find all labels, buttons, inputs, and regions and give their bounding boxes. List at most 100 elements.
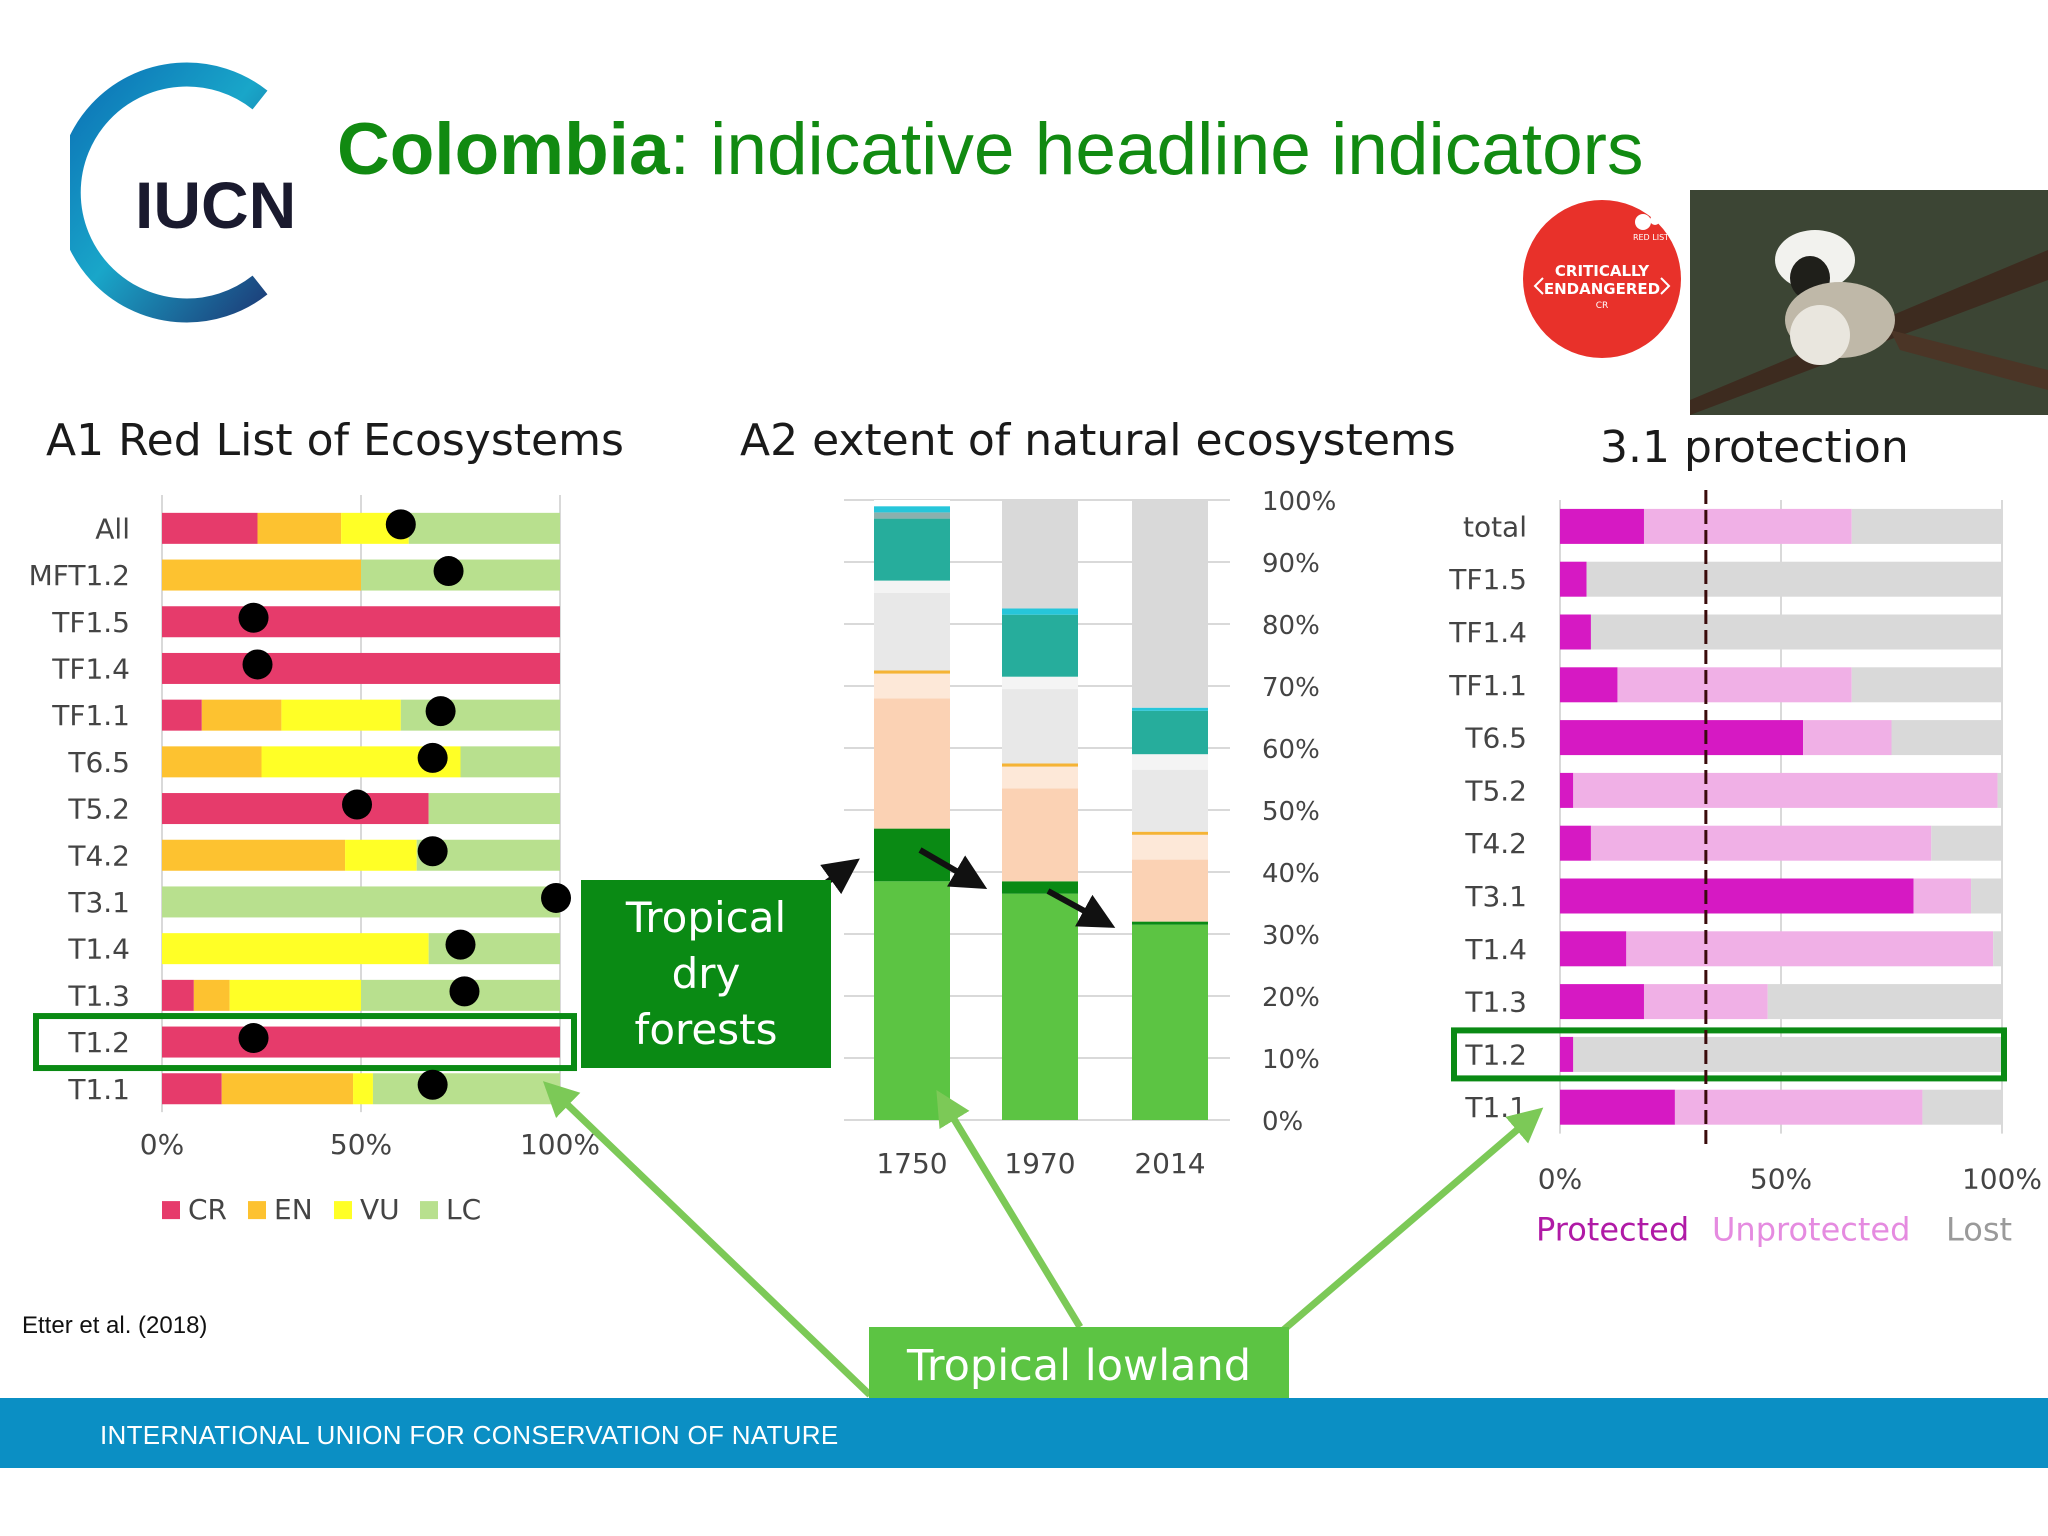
- risk-dot: [541, 882, 572, 913]
- bar-segment-lost: [1586, 561, 2002, 597]
- bar-segment-unprotected: [1573, 772, 1998, 808]
- bar-segment-lost: [1590, 614, 2002, 650]
- x-tick-label: 100%: [520, 1128, 600, 1161]
- category-label: TF1.4: [51, 652, 130, 685]
- iucn-logo: IUCN: [70, 62, 296, 323]
- bar-segment-protected: [1560, 984, 1644, 1020]
- stack-segment: [874, 593, 950, 671]
- x-tick-label: 1970: [1004, 1147, 1075, 1180]
- a2-chart-title: A2 extent of natural ecosystems: [740, 415, 1456, 466]
- y-tick-label: 60%: [1262, 735, 1320, 765]
- bar-segment-protected: [1560, 1036, 1574, 1072]
- risk-dot: [238, 1023, 269, 1054]
- category-label: T1.1: [67, 1073, 130, 1106]
- stack-segment: [1002, 788, 1078, 882]
- category-label: TF1.1: [51, 699, 130, 732]
- critically-endangered-badge: RED LIST CRITICALLY ENDANGERED CR: [1523, 200, 1681, 358]
- badge-logo-icon: [1635, 214, 1651, 230]
- stack-segment: [1002, 614, 1078, 677]
- bar-segment-vu: [229, 979, 361, 1011]
- bar-segment-protected: [1560, 772, 1574, 808]
- legend-swatch-lc: [420, 1201, 438, 1220]
- x-tick-label: 2014: [1134, 1147, 1205, 1180]
- bar-segment-lc: [460, 746, 560, 778]
- category-label: T5.2: [67, 793, 130, 826]
- risk-dot: [445, 929, 476, 960]
- bar-segment-vu: [162, 933, 429, 965]
- legend-swatch-cr: [162, 1201, 180, 1220]
- stack-segment: [874, 698, 950, 829]
- a1-red-list-chart: All MFT1.2 TF1.5 TF1.4 TF1.1 T6.5 T5.2 T4.2 T3.1…: [29, 495, 600, 1226]
- stack-segment: [874, 512, 950, 519]
- bar-segment-lc: [408, 512, 560, 544]
- stack-segment: [1132, 921, 1208, 925]
- bar-segment-unprotected: [1913, 878, 1972, 914]
- stack-segment: [1002, 763, 1078, 767]
- stack-segment: [874, 506, 950, 513]
- stack-segment: [874, 881, 950, 1120]
- bar-segment-unprotected: [1674, 1089, 1923, 1125]
- legend-swatch-en: [248, 1201, 266, 1220]
- stack-segment: [1132, 707, 1208, 711]
- stack-segment: [874, 673, 950, 699]
- risk-dot: [417, 836, 448, 867]
- stack-segment: [1002, 881, 1078, 894]
- stack-segment: [1002, 893, 1078, 1120]
- a2-extent-chart: 100% 90% 80% 70% 60% 50% 40% 30% 20% 10% 0% 1750 197…: [844, 487, 1336, 1180]
- y-tick-label: 0%: [1262, 1107, 1303, 1137]
- bar-segment-lost: [1767, 984, 2002, 1020]
- bar-segment-cr: [162, 512, 258, 544]
- bar-segment-unprotected: [1626, 931, 1994, 967]
- badge-brand: RED LIST: [1633, 233, 1669, 242]
- bar-segment-lost: [1971, 878, 2002, 914]
- bar-segment-vu: [281, 699, 401, 731]
- highlight-box: [33, 1013, 577, 1072]
- risk-dot: [417, 742, 448, 773]
- bar-segment-protected: [1560, 720, 1804, 756]
- y-tick-label: 20%: [1262, 983, 1320, 1013]
- arrow-1970: [918, 847, 988, 890]
- bar-segment-cr: [162, 1073, 222, 1105]
- category-label: T5.2: [1464, 774, 1527, 807]
- x-tick-label: 0%: [140, 1128, 184, 1161]
- title-rest: : indicative headline indicators: [669, 109, 1644, 190]
- category-label: T4.2: [1464, 827, 1527, 860]
- y-tick-label: 30%: [1262, 921, 1320, 951]
- legend-label: EN: [274, 1193, 313, 1226]
- a1-chart-title: A1 Red List of Ecosystems: [46, 415, 624, 466]
- legend-label: CR: [188, 1193, 227, 1226]
- risk-dot: [342, 789, 373, 820]
- logo-wordmark: IUCN: [135, 168, 296, 242]
- stack-segment: [1132, 831, 1208, 835]
- y-tick-label: 70%: [1262, 673, 1320, 703]
- badge-circle: [1523, 200, 1681, 358]
- category-label: T1.3: [67, 979, 130, 1012]
- risk-dot: [242, 649, 273, 680]
- callout-lowland-line: Tropical lowland: [906, 1341, 1252, 1391]
- bar-segment-en: [201, 699, 282, 731]
- bar-segment-lost: [1573, 1036, 2002, 1072]
- bar-segment-lost: [1922, 1089, 2002, 1125]
- bar-segment-cr: [162, 793, 429, 825]
- chevron-left-icon: [1533, 277, 1544, 295]
- callout-arrow-a1: [542, 1081, 873, 1398]
- y-tick-label: 90%: [1262, 549, 1320, 579]
- bar-segment-cr: [162, 1026, 560, 1058]
- x-tick-label: 100%: [1962, 1163, 2042, 1196]
- bar-segment-en: [257, 512, 342, 544]
- bar-segment-cr: [162, 606, 560, 638]
- badge-line1: CRITICALLY: [1555, 262, 1650, 280]
- bar-segment-lost: [1851, 667, 2002, 703]
- page-title: Colombia: indicative headline indicators: [337, 108, 1644, 191]
- risk-dot: [238, 602, 269, 633]
- y-tick-label: 80%: [1262, 611, 1320, 641]
- bar-segment-vu: [345, 839, 417, 871]
- bar-segment-unprotected: [1617, 667, 1852, 703]
- stack-segment: [1132, 924, 1208, 1120]
- category-label: TF1.5: [1448, 563, 1527, 596]
- title-country: Colombia: [337, 109, 670, 190]
- bar-segment-protected: [1560, 878, 1914, 914]
- category-label: T3.1: [67, 886, 130, 919]
- legend-label: LC: [446, 1193, 481, 1226]
- category-label: MFT1.2: [29, 559, 130, 592]
